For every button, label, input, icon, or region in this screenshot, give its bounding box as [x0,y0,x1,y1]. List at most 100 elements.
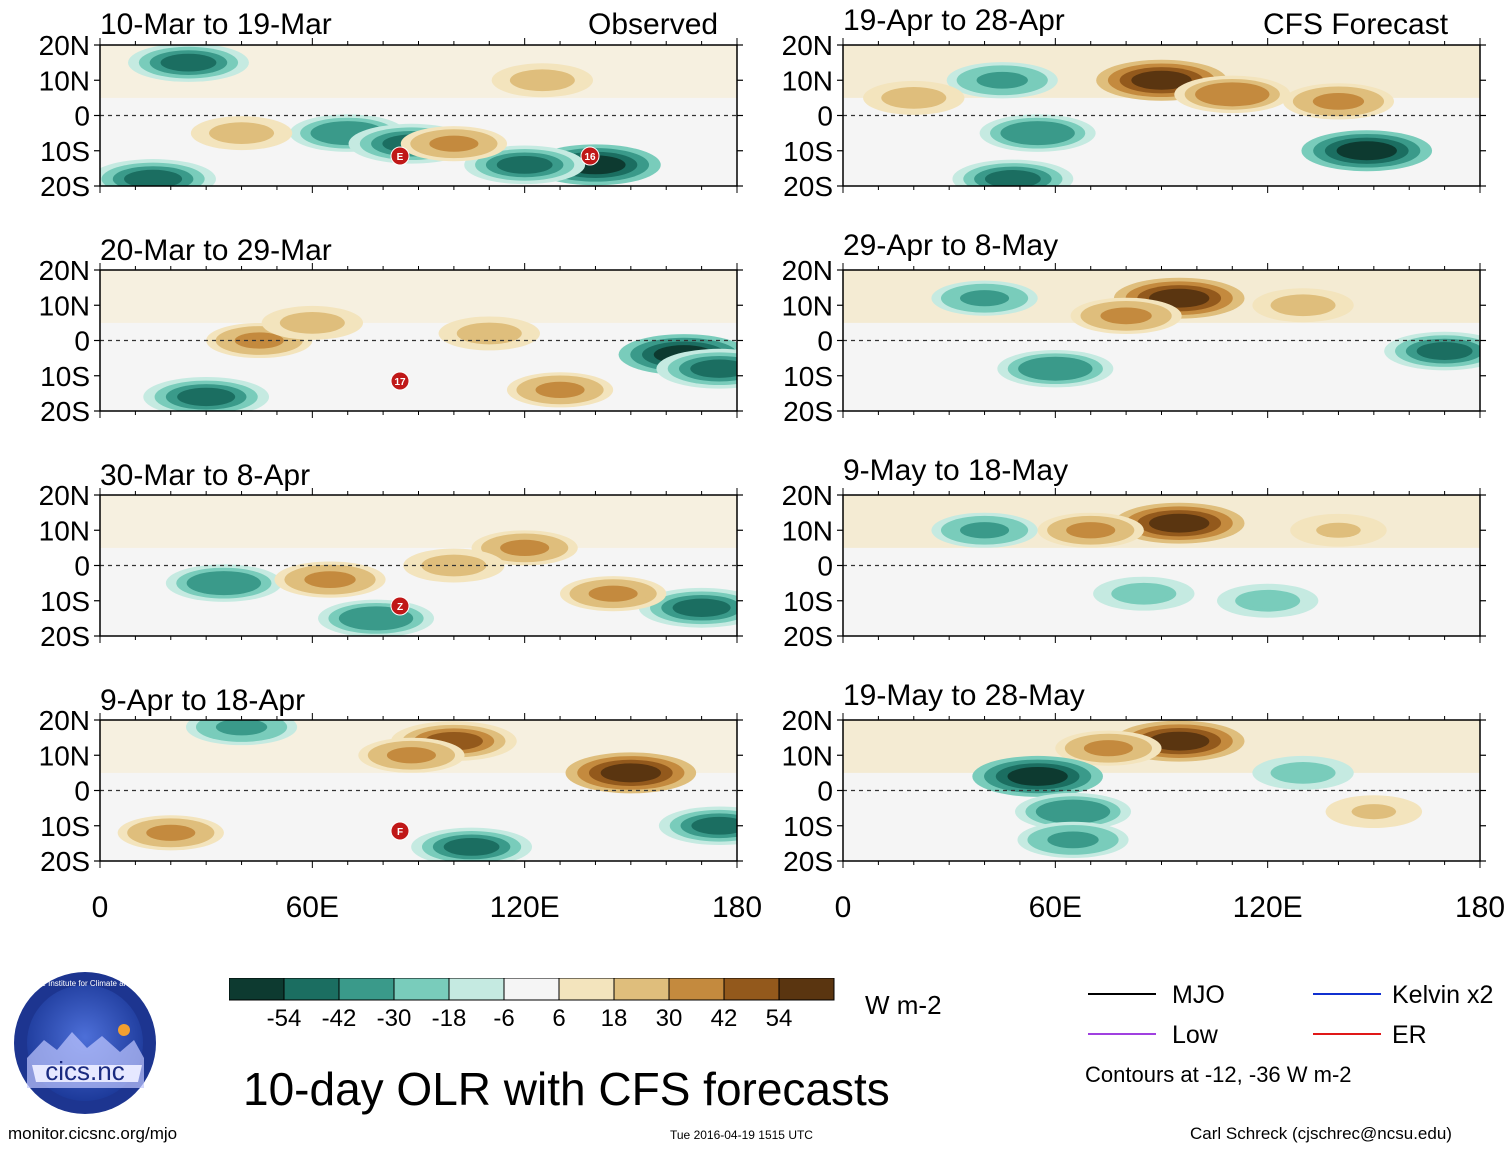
panel-title-6: 29-Apr to 8-May [843,229,1059,262]
storm-label: F [397,827,403,838]
olr-anomaly-blob [600,763,661,783]
legend-lines-right [1313,993,1381,1035]
olr-anomaly-blob [1279,297,1327,314]
storm-marker [580,146,600,166]
olr-anomaly-blob [1312,93,1365,110]
y-tick-label: 10S [783,586,833,617]
olr-anomaly-blob [1007,766,1068,786]
olr-anomaly-blob [443,837,500,856]
olr-anomaly-blob [960,522,1010,539]
y-tick-label: 10S [40,586,90,617]
storm-label: 17 [394,377,406,388]
y-tick-label: 20S [783,621,833,652]
logo-ring-text: Cooperative Institute for Climate and Sa… [12,979,158,988]
storm-marker [390,821,410,841]
olr-anomaly-blob [518,72,566,89]
olr-anomaly-blob [1336,141,1397,161]
panel-grid: E 1620N10N010S20S1720N10N010S20SZ20N10N01… [39,30,1505,924]
colorbar-tick-label: 30 [655,1005,683,1032]
y-tick-label: 10N [782,65,833,96]
colorbar-swatch [229,978,285,1001]
panel-title-8: 19-May to 28-May [843,679,1085,712]
colorbar-tick-label: -54 [266,1005,302,1032]
y-tick-label: 10N [39,290,90,321]
colorbar-swatch [393,978,450,1001]
olr-anomaly-blob [535,381,585,398]
panel-3: Z 20N 10N 0 10S 20S [39,480,743,652]
y-tick-label: 20S [783,171,833,202]
olr-anomaly-blob [1083,740,1133,757]
y-tick-label: 10N [782,290,833,321]
cics-logo: cics.nc Cooperative Institute for Climat… [12,972,158,1114]
y-tick-label: 0 [817,551,833,582]
olr-anomaly-blob [1244,592,1292,609]
panel-5: 20N 10N 0 10S 20S [782,30,1486,202]
olr-anomaly-blob [215,720,268,736]
author-credit: Carl Schreck (cjschrec@ncsu.edu) [1190,1124,1452,1143]
olr-anomaly-blob [500,539,550,556]
olr-anomaly-blob [588,585,638,602]
x-tick-label: 180 [712,891,762,924]
y-tick-label: 10S [783,811,833,842]
legend-er-label: ER [1392,1021,1427,1049]
panel-2: 17 20N 10N 0 10S 20S [39,255,743,427]
y-tick-label: 10N [39,515,90,546]
timestamp: Tue 2016-04-19 1515 UTC [670,1128,813,1142]
olr-anomaly-blob [672,598,731,617]
y-tick-label: 20N [39,255,90,286]
legend-lines-left [1088,993,1156,1035]
colorbar-tick-label: -42 [321,1005,357,1032]
y-tick-label: 0 [74,101,90,132]
y-tick-label: 20N [782,705,833,736]
y-tick-label: 20S [40,621,90,652]
legend-mjo-label: MJO [1172,981,1225,1009]
olr-anomaly-blob [984,170,1041,186]
x-tick-label: 60E [1029,891,1082,924]
y-tick-label: 10N [39,740,90,771]
y-tick-label: 10S [783,361,833,392]
olr-anomaly-blob [1131,70,1192,90]
olr-anomaly-blob [691,816,737,835]
colorbar-tick-label: -30 [376,1005,412,1032]
colorbar-swatch [283,978,340,1001]
olr-anomaly-blob [160,53,217,72]
olr-anomaly-blob [1028,360,1083,378]
panel-title-5: 19-Apr to 28-Apr [843,4,1065,37]
contour-note: Contours at -12, -36 W m-2 [1085,1062,1352,1087]
storm-marker [390,596,410,616]
olr-anomaly-blob [1046,803,1100,821]
panel-7: 20N 10N 0 10S 20S [782,480,1486,652]
colorbar-swatch [503,978,560,1001]
y-tick-label: 0 [74,326,90,357]
panel-6: 20N 10N 0 10S 20S [782,255,1486,427]
website-link[interactable]: monitor.cicsnc.org/mjo [8,1124,178,1143]
olr-anomaly-blob [690,359,737,378]
panel-title-7: 9-May to 18-May [843,454,1069,487]
figure-title: 10-day OLR with CFS forecasts [243,1063,890,1115]
olr-anomaly-blob [1416,342,1473,360]
panel-title-1: 10-Mar to 19-Mar [100,8,332,41]
colorbar-tick-label: 6 [552,1005,566,1032]
olr-anomaly-blob [288,315,336,331]
y-tick-label: 20N [782,480,833,511]
legend-kelvin-label: Kelvin x2 [1392,981,1494,1009]
y-tick-label: 20N [782,30,833,61]
colorbar-tick-label: 18 [600,1005,628,1032]
panel-title-4: 9-Apr to 18-Apr [100,684,306,717]
olr-anomaly-blob [1149,731,1210,751]
y-tick-label: 20N [782,255,833,286]
colorbar-swatch [558,978,615,1001]
olr-anomaly-blob [496,155,553,174]
y-tick-label: 10N [782,740,833,771]
x-tick-label: 180 [1455,891,1505,924]
colorbar-tick-label: 42 [710,1005,738,1032]
colorbar-tick-label: -6 [493,1005,515,1032]
colorbar-swatch [778,978,835,1001]
olr-anomaly-blob [976,71,1028,89]
x-tick-label: 0 [92,891,109,924]
olr-anomaly-blob [1316,522,1361,538]
colorbar-swatch [338,978,395,1001]
colorbar-swatch [448,978,505,1001]
y-tick-label: 10S [40,136,90,167]
